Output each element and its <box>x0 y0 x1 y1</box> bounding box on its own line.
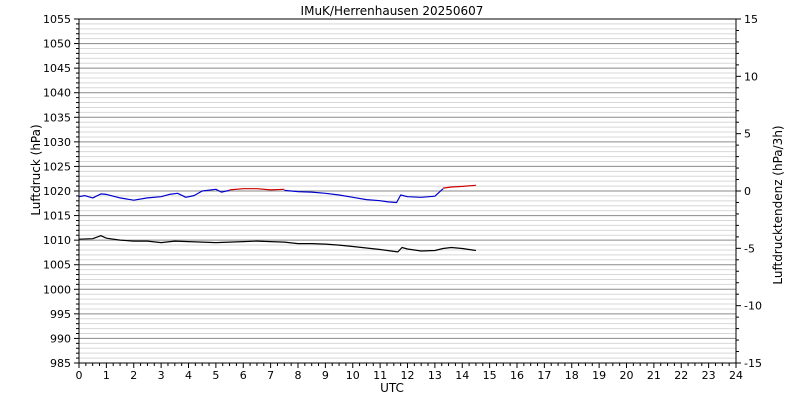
y-left-tick-label: 1055 <box>43 13 71 26</box>
y-left-tick-label: 1005 <box>43 259 71 272</box>
x-tick-label: 5 <box>212 369 219 382</box>
x-tick-label: 15 <box>483 369 497 382</box>
y-left-tick-label: 1035 <box>43 111 71 124</box>
y-axis-left-title: Luftdruck (hPa) <box>29 124 43 215</box>
y-left-tick-label: 985 <box>50 357 71 370</box>
tendency-series-line <box>78 188 230 201</box>
x-tick-label: 14 <box>455 369 469 382</box>
y-left-tick-label: 1045 <box>43 62 71 75</box>
y-left-tick-label: 1025 <box>43 160 71 173</box>
x-tick-label: 2 <box>130 369 137 382</box>
x-tick-label: 7 <box>267 369 274 382</box>
x-tick-label: 17 <box>537 369 551 382</box>
x-tick-label: 18 <box>565 369 579 382</box>
y-right-tick-label: 5 <box>744 128 751 141</box>
y-left-tick-label: 1010 <box>43 234 71 247</box>
x-tick-label: 22 <box>674 369 688 382</box>
x-axis-title: UTC <box>380 381 404 395</box>
y-left-tick-label: 1015 <box>43 210 71 223</box>
x-tick-label: 6 <box>240 369 247 382</box>
y-right-tick-label: 10 <box>744 70 758 83</box>
x-tick-label: 19 <box>592 369 606 382</box>
x-tick-label: 20 <box>620 369 634 382</box>
y-axis-right-title: Luftdrucktendenz (hPa/3h) <box>771 125 785 284</box>
y-left-tick-label: 1020 <box>43 185 71 198</box>
x-tick-label: 0 <box>76 369 83 382</box>
x-tick-label: 21 <box>647 369 661 382</box>
x-tick-label: 10 <box>346 369 360 382</box>
chart-title: IMuK/Herrenhausen 20250607 <box>301 4 484 18</box>
y-right-tick-label: -15 <box>744 357 762 370</box>
x-tick-label: 4 <box>185 369 192 382</box>
series-group <box>78 184 476 253</box>
x-tick-label: 23 <box>702 369 716 382</box>
x-tick-label: 8 <box>295 369 302 382</box>
y-right-tick-label: 15 <box>744 13 758 26</box>
ticks: 9859909951000100510101015102010251030103… <box>43 13 762 382</box>
y-left-tick-label: 1030 <box>43 136 71 149</box>
y-left-tick-label: 1040 <box>43 87 71 100</box>
tendency-series-line <box>443 184 476 189</box>
x-tick-label: 11 <box>373 369 387 382</box>
y-left-tick-label: 995 <box>50 308 71 321</box>
x-tick-label: 1 <box>103 369 110 382</box>
tendency-series-line <box>229 188 285 191</box>
y-left-tick-label: 1000 <box>43 283 71 296</box>
x-tick-label: 12 <box>401 369 415 382</box>
x-tick-label: 16 <box>510 369 524 382</box>
y-left-tick-label: 1050 <box>43 38 71 51</box>
y-right-tick-label: 0 <box>744 185 751 198</box>
y-left-tick-label: 990 <box>50 332 71 345</box>
x-tick-label: 3 <box>158 369 165 382</box>
tendency-series-line <box>284 188 444 204</box>
x-tick-label: 13 <box>428 369 442 382</box>
y-right-tick-label: -10 <box>744 300 762 313</box>
y-right-tick-label: -5 <box>744 242 755 255</box>
pressure-series-line <box>78 235 476 253</box>
grid <box>79 18 736 364</box>
x-tick-label: 9 <box>322 369 329 382</box>
x-tick-label: 24 <box>729 369 743 382</box>
